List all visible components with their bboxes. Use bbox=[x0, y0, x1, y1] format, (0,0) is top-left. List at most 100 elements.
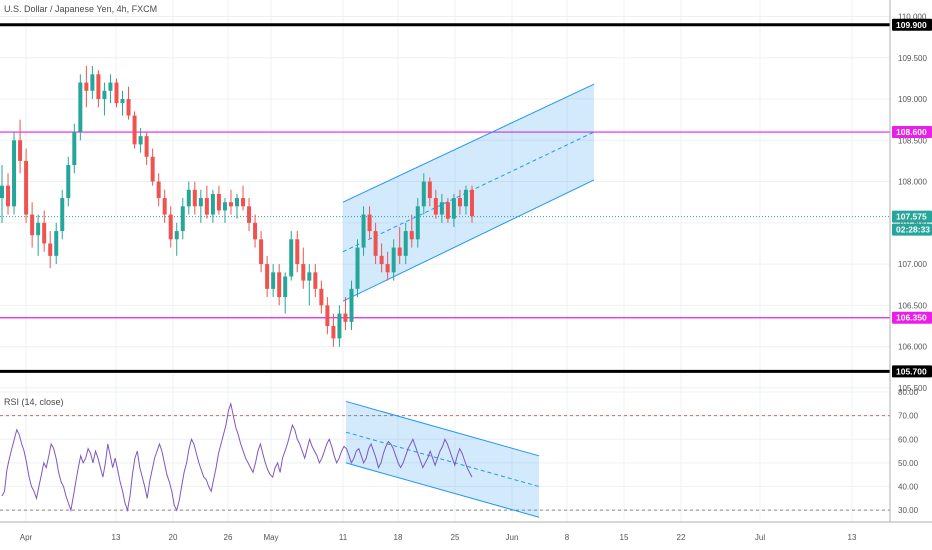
x-tick-label: Jun bbox=[506, 533, 519, 542]
x-tick-label: 25 bbox=[451, 533, 460, 542]
price-tick-label: 105.500 bbox=[898, 384, 927, 393]
rsi-axis[interactable]: 80.00 70.00 60.00 50.00 40.00 30.00 bbox=[898, 388, 919, 515]
candle-body bbox=[457, 198, 462, 207]
x-tick-label: 22 bbox=[677, 533, 686, 542]
candle bbox=[470, 185, 474, 223]
x-tick-label: 26 bbox=[224, 533, 233, 542]
candle-body bbox=[108, 82, 113, 91]
last-price-tag: 107.575 bbox=[896, 212, 927, 222]
channel-lower-line bbox=[342, 179, 595, 302]
level-tag: 106.350 bbox=[896, 313, 927, 323]
candle-body bbox=[355, 247, 360, 289]
candle bbox=[331, 313, 336, 347]
channel-mid-line bbox=[342, 131, 595, 253]
candle-body bbox=[253, 222, 258, 240]
candle bbox=[433, 189, 438, 219]
candle bbox=[60, 189, 65, 240]
candle bbox=[210, 189, 215, 223]
candle bbox=[463, 185, 468, 215]
candle-body bbox=[54, 231, 59, 256]
candle bbox=[247, 198, 252, 232]
x-tick-label: 13 bbox=[848, 533, 857, 542]
candle bbox=[325, 297, 330, 335]
candle-body bbox=[307, 272, 312, 281]
price-tick-label: 109.500 bbox=[898, 54, 927, 63]
candle-body bbox=[451, 198, 456, 219]
candle bbox=[337, 305, 342, 347]
x-tick-label: Apr bbox=[20, 533, 33, 542]
candle-body bbox=[241, 198, 246, 207]
candle-body bbox=[42, 222, 47, 244]
candle-body bbox=[283, 276, 288, 298]
time-axis[interactable]: Apr 13 20 26 May 11 18 25 Jun 8 15 22 Jul 13 bbox=[0, 521, 932, 542]
candle-body bbox=[6, 185, 11, 207]
candle-body bbox=[445, 202, 450, 219]
candle-body bbox=[385, 264, 390, 273]
candle-body bbox=[204, 198, 209, 215]
candle bbox=[168, 206, 173, 248]
candle-body bbox=[180, 206, 185, 232]
level-tag-bg bbox=[892, 311, 932, 324]
candle bbox=[277, 264, 282, 306]
x-tick-label: 11 bbox=[339, 533, 348, 542]
candle-body bbox=[198, 198, 203, 207]
rsi-tick-label: 80.00 bbox=[898, 388, 919, 397]
rsi-tick-label: 50.00 bbox=[898, 459, 919, 468]
candle bbox=[78, 74, 83, 141]
candle-body bbox=[433, 198, 438, 215]
candle bbox=[379, 243, 384, 273]
candle-body bbox=[186, 189, 191, 207]
price-tick-label: 106.000 bbox=[898, 343, 927, 352]
candle-body bbox=[60, 198, 65, 232]
candle-body bbox=[235, 198, 239, 207]
candle-body bbox=[156, 181, 161, 199]
candle bbox=[228, 189, 233, 215]
price-tick-label: 110.000 bbox=[898, 13, 927, 22]
candle-body bbox=[114, 82, 119, 104]
candle-body bbox=[150, 156, 155, 182]
rsi-tick-label: 40.00 bbox=[898, 483, 919, 492]
candle-body bbox=[343, 313, 348, 322]
level-tag: 108.600 bbox=[896, 127, 927, 137]
price-tick-label: 107.000 bbox=[898, 260, 927, 269]
candle bbox=[265, 255, 270, 298]
countdown-tag: 02:28:33 bbox=[896, 225, 930, 235]
candle bbox=[144, 132, 149, 166]
price-tick-label: 107.500 bbox=[898, 219, 927, 228]
candle bbox=[235, 193, 239, 219]
candle bbox=[313, 264, 318, 298]
candle bbox=[180, 198, 185, 240]
rsi-grid bbox=[0, 391, 890, 522]
candle bbox=[18, 119, 23, 174]
candle-body bbox=[397, 247, 402, 256]
horizontal-levels bbox=[0, 23, 890, 373]
candle bbox=[102, 82, 107, 116]
candle-body bbox=[72, 132, 77, 166]
candle-body bbox=[337, 313, 342, 339]
candle-body bbox=[415, 206, 420, 240]
candle-body bbox=[192, 189, 197, 207]
level-tag-bg bbox=[892, 18, 932, 31]
rsi-channel-lower-line bbox=[345, 462, 540, 518]
candle bbox=[451, 193, 456, 227]
candle bbox=[259, 231, 264, 273]
candle bbox=[271, 264, 276, 298]
price-axis[interactable]: 110.000 109.500 109.000 108.500 108.000 107.5… bbox=[889, 0, 927, 522]
x-tick-label: Jul bbox=[755, 533, 765, 542]
candle-body bbox=[30, 214, 35, 236]
candlestick-series bbox=[0, 66, 474, 347]
candle-body bbox=[349, 288, 354, 322]
candle-body bbox=[222, 202, 227, 211]
candle-body bbox=[168, 214, 173, 240]
candle-body bbox=[138, 136, 143, 145]
price-tick-label: 109.000 bbox=[898, 95, 927, 104]
candle bbox=[108, 74, 113, 104]
candle bbox=[66, 156, 71, 207]
candle-body bbox=[259, 239, 264, 265]
candle bbox=[397, 226, 402, 265]
candle-body bbox=[271, 272, 276, 289]
candle-body bbox=[367, 214, 372, 232]
level-tag: 105.700 bbox=[896, 366, 927, 376]
candle bbox=[301, 247, 306, 289]
